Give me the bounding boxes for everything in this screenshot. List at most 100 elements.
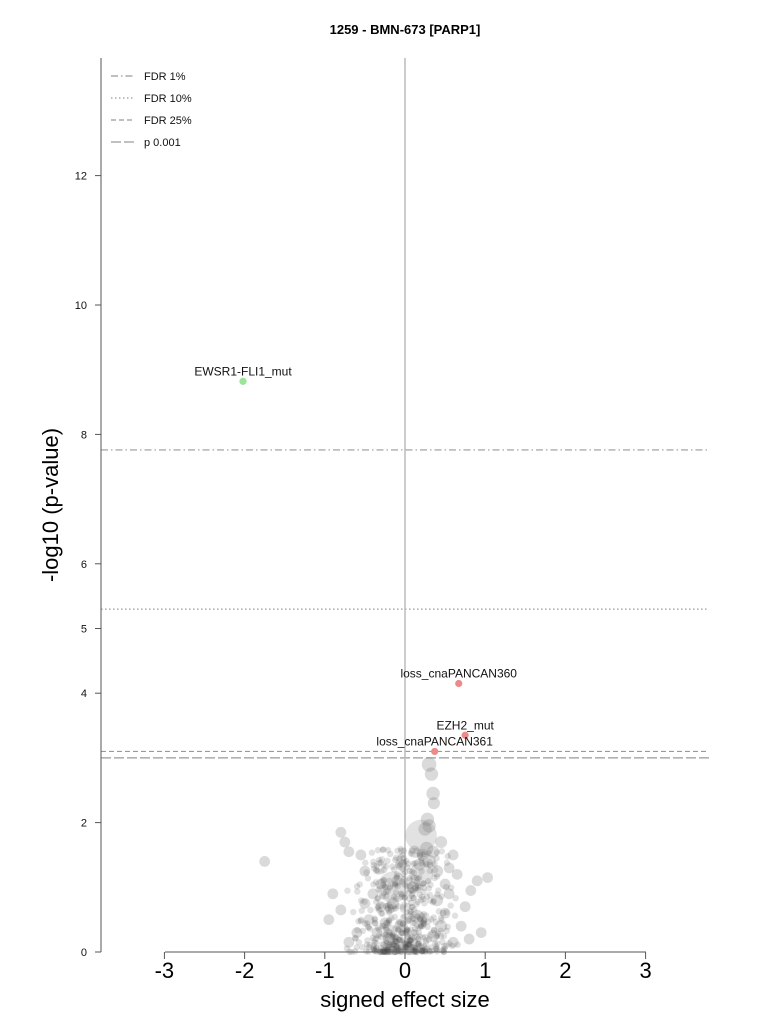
background-point <box>426 867 434 874</box>
background-point <box>391 880 398 887</box>
background-point <box>405 927 412 935</box>
background-point <box>401 875 408 883</box>
background-point <box>399 851 406 859</box>
background-point <box>421 943 428 950</box>
background-point <box>379 922 386 929</box>
background-point <box>424 923 431 931</box>
background-point <box>355 918 362 925</box>
background-point <box>375 878 387 890</box>
background-point <box>428 916 435 923</box>
background-point <box>475 927 487 938</box>
background-point <box>410 934 418 942</box>
background-point <box>384 942 392 950</box>
background-point <box>380 876 388 884</box>
background-point <box>410 943 417 951</box>
background-point <box>388 933 395 941</box>
background-point <box>400 906 407 913</box>
background-point <box>392 938 399 945</box>
background-point <box>415 929 422 936</box>
background-point <box>459 901 471 913</box>
background-point <box>433 945 440 952</box>
background-point <box>399 903 407 911</box>
background-point <box>431 940 439 947</box>
background-point <box>405 895 413 902</box>
background-point <box>358 907 365 914</box>
background-point <box>399 920 407 928</box>
y-tick-label: 6 <box>81 559 87 571</box>
background-point <box>409 890 416 897</box>
background-point <box>426 891 434 899</box>
background-point <box>435 887 442 894</box>
background-point <box>403 928 410 935</box>
background-point <box>355 849 367 861</box>
background-point <box>372 945 380 953</box>
background-point <box>429 899 437 906</box>
background-point <box>393 944 401 951</box>
background-point <box>413 879 421 886</box>
background-point <box>377 933 384 941</box>
background-point <box>392 888 400 896</box>
background-point <box>402 943 410 951</box>
highlight-point-3 <box>431 747 439 756</box>
background-point <box>411 906 418 913</box>
background-point <box>444 853 451 860</box>
background-point <box>418 893 426 901</box>
background-point <box>416 891 423 898</box>
background-point <box>416 933 423 940</box>
background-point <box>259 856 271 867</box>
background-point <box>413 874 420 882</box>
background-point <box>378 856 386 863</box>
background-point <box>387 906 395 914</box>
background-point <box>413 858 426 871</box>
background-point <box>405 889 413 897</box>
background-point <box>366 925 374 932</box>
background-point <box>401 939 409 947</box>
background-point <box>443 888 455 900</box>
background-point <box>392 925 399 932</box>
background-point <box>434 891 441 898</box>
y-tick-label: 8 <box>81 429 87 441</box>
background-point <box>386 877 393 885</box>
background-point <box>409 880 416 888</box>
background-point <box>365 943 373 951</box>
background-point <box>403 857 410 865</box>
background-point <box>366 941 374 949</box>
background-point <box>380 923 387 930</box>
background-point <box>372 920 379 927</box>
background-point <box>431 865 444 878</box>
background-point <box>401 912 408 920</box>
background-point <box>364 924 372 931</box>
background-point <box>397 845 404 853</box>
background-point <box>386 929 394 936</box>
y-tick-label: 4 <box>81 688 87 700</box>
background-point <box>419 920 427 927</box>
background-point <box>358 897 365 904</box>
background-point <box>414 898 421 906</box>
background-point <box>395 918 403 926</box>
background-point <box>418 947 426 955</box>
background-point <box>397 946 404 953</box>
background-point <box>364 937 371 944</box>
background-point <box>411 945 419 952</box>
background-point <box>396 855 403 863</box>
background-point <box>343 945 351 952</box>
background-point <box>408 903 416 911</box>
background-point <box>465 885 477 896</box>
background-point <box>418 859 425 867</box>
background-point <box>482 872 494 883</box>
background-point <box>431 860 438 868</box>
background-point <box>374 894 382 902</box>
background-point <box>393 938 400 946</box>
background-point <box>385 948 392 955</box>
background-point <box>415 940 422 948</box>
background-point <box>397 890 404 897</box>
background-point <box>426 858 433 866</box>
background-point <box>414 875 422 883</box>
background-point <box>463 933 475 945</box>
background-point <box>383 945 390 953</box>
background-point <box>411 925 419 932</box>
background-point <box>410 874 417 881</box>
background-point <box>447 849 459 861</box>
background-point <box>414 886 422 893</box>
background-point <box>390 946 397 953</box>
